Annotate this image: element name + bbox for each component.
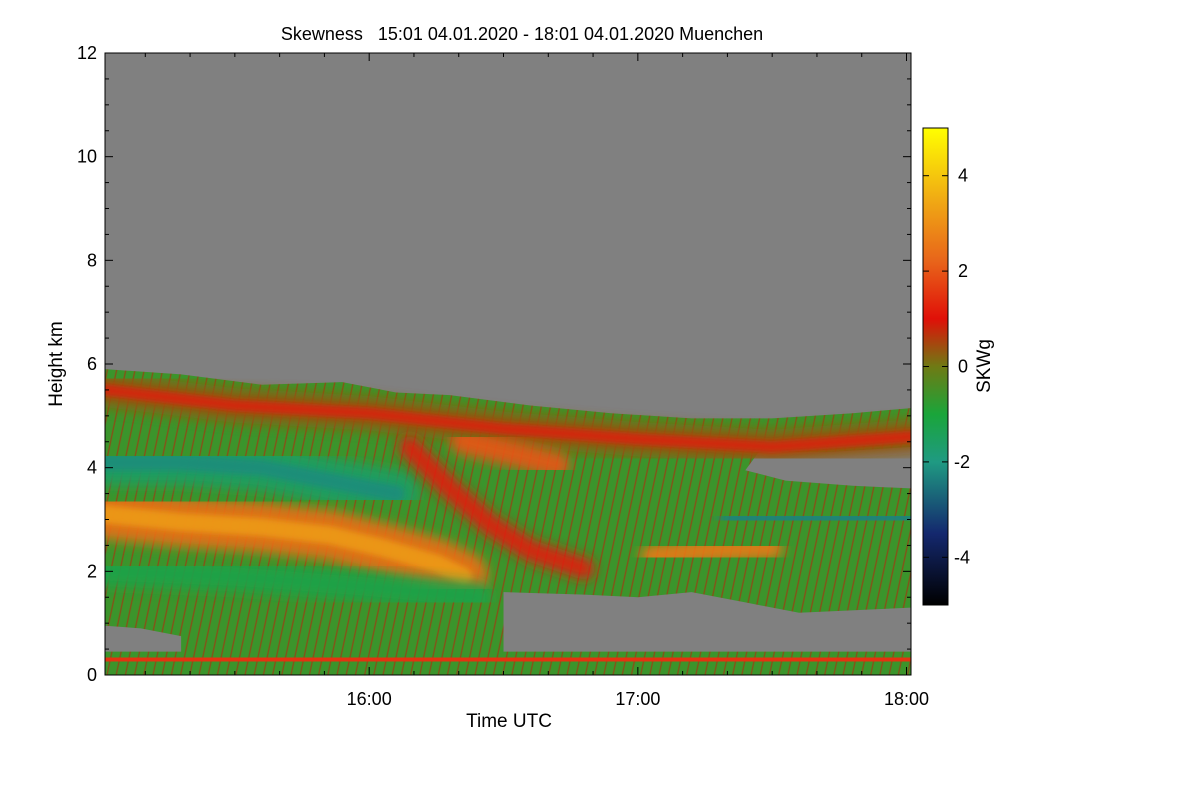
y-tick-label: 6 <box>87 354 97 374</box>
y-tick-label: 0 <box>87 665 97 685</box>
x-tick-label: 16:00 <box>347 689 392 709</box>
y-tick-label: 4 <box>87 458 97 478</box>
y-tick-label: 12 <box>77 43 97 63</box>
colorbar-tick-label: 2 <box>958 261 968 281</box>
feature-negative-layer-right <box>718 503 911 533</box>
y-axis: 0 2 4 6 8 10 12 <box>77 43 911 685</box>
feature-core <box>105 454 405 502</box>
y-tick-label: 10 <box>77 147 97 167</box>
colorbar-tick-label: -2 <box>954 452 970 472</box>
x-tick-label: 17:00 <box>615 689 660 709</box>
x-axis-label: Time UTC <box>466 711 552 732</box>
feature-positive-layer-17-10 <box>640 537 784 567</box>
x-tick-label: 18:00 <box>884 689 929 709</box>
feature-core <box>105 383 911 453</box>
colorbar-tick-label: -4 <box>954 547 970 567</box>
x-axis: 16:00 17:00 18:00 <box>144 53 929 709</box>
feature-core <box>105 505 473 586</box>
feature-positive-patch-16-30 <box>450 428 571 479</box>
colorbar-tick-label: 0 <box>958 357 968 377</box>
y-tick-label: 8 <box>87 250 97 270</box>
feature-fall-streak <box>398 435 596 580</box>
plot-area <box>105 53 911 675</box>
clear-air-gap-2 <box>105 625 182 652</box>
chart-title: Skewness 15:01 04.01.2020 - 18:01 04.01.… <box>281 24 763 44</box>
feature-lower-negative-band <box>105 556 492 613</box>
colorbar: 4 2 0 -2 -4 SKWg <box>922 127 995 606</box>
colorbar-tick-label: 4 <box>958 166 968 186</box>
y-tick-label: 2 <box>87 561 97 581</box>
y-axis-label: Height km <box>46 321 67 407</box>
colorbar-label: SKWg <box>974 339 995 393</box>
clear-air-gap-0 <box>503 592 911 652</box>
